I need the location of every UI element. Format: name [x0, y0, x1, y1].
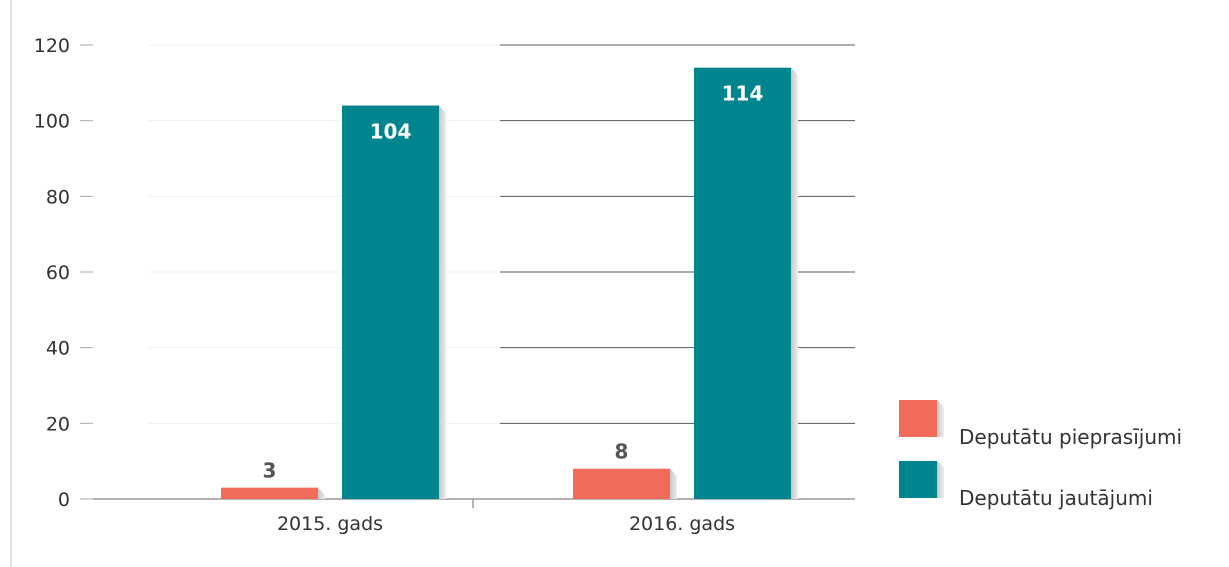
y-tick-label: 40 [46, 338, 70, 360]
legend-label: Deputātu pieprasījumi [959, 425, 1182, 449]
bar [694, 67, 791, 499]
bar-side-shade [670, 468, 677, 499]
bar [342, 105, 439, 500]
legend-swatch [899, 461, 937, 498]
data-label: 114 [722, 82, 764, 106]
legend-swatch-shade [937, 461, 944, 498]
bar [573, 468, 670, 499]
y-tick-label: 120 [34, 35, 70, 57]
legend-label: Deputātu jautājumi [959, 486, 1153, 510]
y-tick-label: 0 [58, 489, 70, 511]
legend-swatch [899, 400, 937, 437]
bar [221, 487, 318, 499]
data-label: 8 [615, 440, 629, 464]
y-tick-label: 20 [46, 413, 70, 435]
bar-side-shade [439, 105, 446, 500]
data-label: 3 [263, 459, 277, 483]
y-tick-label: 60 [46, 262, 70, 284]
y-tick-label: 80 [46, 186, 70, 208]
x-category-label: 2015. gads [277, 513, 383, 535]
bar-side-shade [318, 487, 325, 499]
x-category-label: 2016. gads [629, 513, 735, 535]
y-tick-label: 100 [34, 111, 70, 133]
data-label: 104 [370, 120, 412, 144]
legend-swatch-shade [937, 400, 944, 437]
bar-side-shade [791, 67, 798, 499]
